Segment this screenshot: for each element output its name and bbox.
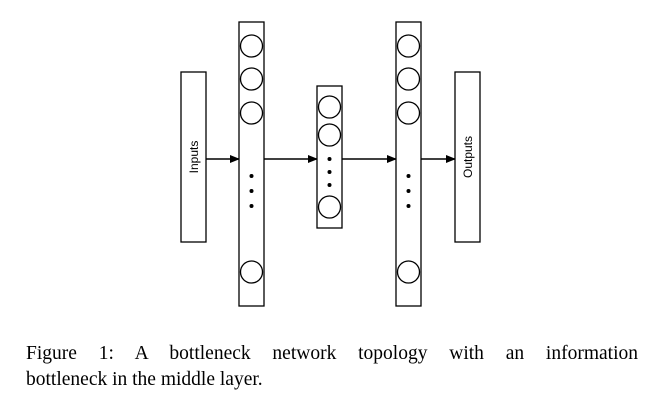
neuron [317, 123, 342, 147]
outputs-layer: Outputs [454, 71, 481, 243]
ellipsis-dot [249, 204, 254, 208]
ellipsis-dot [406, 204, 411, 208]
neuron [317, 195, 342, 219]
ellipsis-dot [327, 157, 332, 161]
bottleneck-network-diagram: Inputs O [180, 21, 481, 307]
ellipsis-dot [327, 170, 332, 174]
ellipsis-dot [249, 189, 254, 193]
neuron [239, 260, 264, 284]
hidden-layer-1 [238, 21, 265, 307]
neuron [396, 34, 421, 58]
caption-line-2: bottleneck in the middle layer. [26, 369, 263, 390]
caption-line-1: Figure 1: A bottleneck network topology … [26, 343, 638, 364]
bottleneck-layer [316, 85, 343, 229]
neuron [239, 34, 264, 58]
neuron [239, 101, 264, 125]
outputs-label: Outputs [461, 136, 475, 178]
inputs-label: Inputs [187, 141, 201, 174]
ellipsis-dot [327, 183, 332, 187]
neuron [396, 101, 421, 125]
neuron [239, 67, 264, 91]
ellipsis-dot [406, 174, 411, 178]
figure-caption: Figure 1: A bottleneck network topology … [26, 341, 638, 393]
inputs-layer: Inputs [180, 71, 207, 243]
ellipsis-dot [249, 174, 254, 178]
neuron [317, 95, 342, 119]
hidden-layer-2 [395, 21, 422, 307]
neuron [396, 260, 421, 284]
neuron [396, 67, 421, 91]
ellipsis-dot [406, 189, 411, 193]
